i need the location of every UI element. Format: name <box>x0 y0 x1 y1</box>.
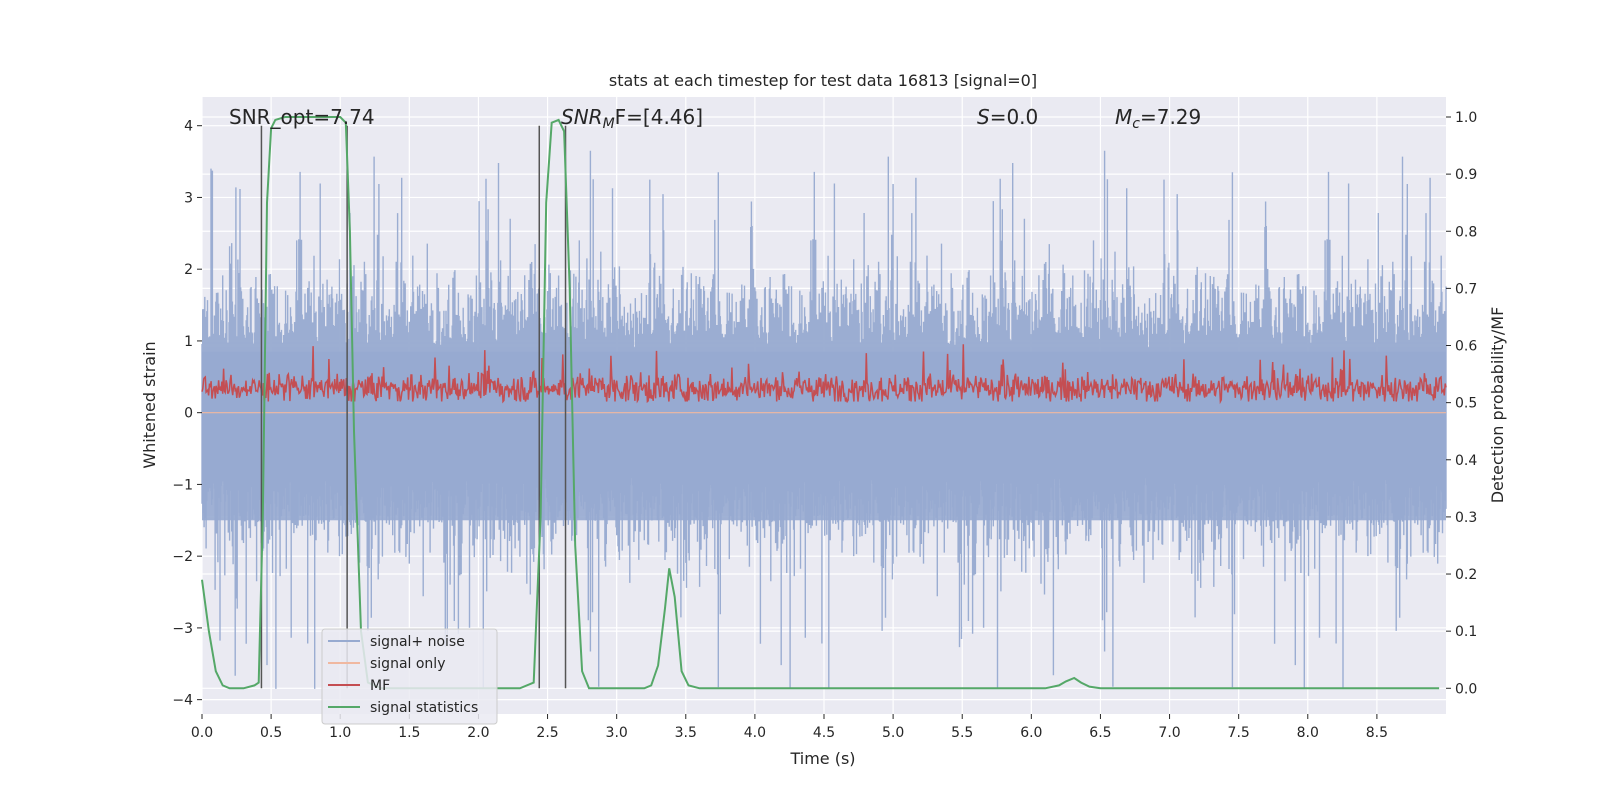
signal-statistics-line <box>201 116 1440 690</box>
y2-tick-label: 0.9 <box>1455 167 1477 183</box>
annotation-s: S=0.0 <box>977 105 1038 129</box>
y-tick-label: −3 <box>172 621 193 637</box>
y-axis-right-ticks: 1.0 0.9 0.8 0.7 0.6 0.5 0.4 0.3 0.2 0.1 0.0 <box>1446 110 1477 697</box>
legend-label: signal+ noise <box>370 634 465 650</box>
y-axis-right-label: Detection probability/MF <box>1488 307 1507 504</box>
x-tick-label: 2.0 <box>467 725 489 741</box>
x-tick-label: 4.0 <box>744 725 766 741</box>
x-tick-label: 3.5 <box>675 725 697 741</box>
y2-tick-label: 1.0 <box>1455 110 1477 126</box>
x-tick-label: 4.5 <box>813 725 835 741</box>
y-tick-label: 0 <box>184 406 193 422</box>
x-tick-label: 3.0 <box>606 725 628 741</box>
legend-box <box>321 628 498 725</box>
annotation-snr-mf: SNRMF=[4.46] <box>561 105 703 132</box>
y2-tick-label: 0.7 <box>1455 281 1477 297</box>
x-tick-label: 8.5 <box>1366 725 1388 741</box>
x-tick-label: 2.5 <box>536 725 558 741</box>
y-tick-label: −4 <box>172 693 193 709</box>
legend-label: signal statistics <box>370 700 478 716</box>
y-tick-label: −1 <box>172 477 193 493</box>
y-tick-label: 1 <box>184 334 193 350</box>
chart-title: stats at each timestep for test data 168… <box>609 71 1037 90</box>
y2-tick-label: 0.8 <box>1455 224 1477 240</box>
y-axis-left-ticks: 4 3 2 1 0 −1 −2 −3 −4 <box>172 119 202 709</box>
plot-area <box>201 97 1447 714</box>
vertical-markers <box>260 125 567 689</box>
y-tick-label: −2 <box>172 549 193 565</box>
annotation-snr-opt: SNR_opt=7.74 <box>229 105 375 129</box>
y2-tick-label: 0.5 <box>1455 396 1477 412</box>
legend-label: MF <box>370 678 390 694</box>
x-tick-label: 5.5 <box>951 725 973 741</box>
y-tick-label: 2 <box>184 262 193 278</box>
y2-tick-label: 0.1 <box>1455 624 1477 640</box>
y2-tick-label: 0.6 <box>1455 339 1477 355</box>
y2-tick-label: 0.2 <box>1455 567 1477 583</box>
legend-label: signal only <box>370 656 445 672</box>
annotation-mc: Mc=7.29 <box>1115 105 1201 132</box>
x-tick-label: 6.5 <box>1089 725 1111 741</box>
x-tick-label: 8.0 <box>1297 725 1319 741</box>
x-axis-label: Time (s) <box>789 749 855 768</box>
x-tick-label: 0.5 <box>260 725 282 741</box>
y2-tick-label: 0.4 <box>1455 453 1477 469</box>
series-signal-plus-noise <box>201 150 1447 689</box>
series-signal-statistics <box>201 116 1440 690</box>
y2-tick-label: 0.3 <box>1455 510 1477 526</box>
x-tick-label: 0.0 <box>191 725 213 741</box>
annotations: SNR_opt=7.74 SNRMF=[4.46] S=0.0 Mc=7.29 <box>229 105 1201 132</box>
y2-tick-label: 0.0 <box>1455 681 1477 697</box>
y-tick-label: 4 <box>184 119 193 135</box>
y-tick-label: 3 <box>184 190 193 206</box>
x-tick-label: 1.0 <box>329 725 351 741</box>
x-tick-label: 7.5 <box>1228 725 1250 741</box>
series-mf <box>201 344 1447 405</box>
signal-plus-noise-band <box>202 351 1446 521</box>
x-tick-label: 1.5 <box>398 725 420 741</box>
y-axis-left-label: Whitened strain <box>140 341 159 468</box>
x-tick-label: 5.0 <box>882 725 904 741</box>
mf-line <box>201 344 1447 405</box>
x-tick-label: 7.0 <box>1158 725 1180 741</box>
x-axis-ticks: 0.0 0.5 1.0 1.5 2.0 2.5 3.0 3.5 4.0 4.5 5.0 5.5 6.0 6… <box>191 714 1388 741</box>
x-tick-label: 6.0 <box>1020 725 1042 741</box>
legend: signal+ noise signal only MF signal statist… <box>321 628 498 725</box>
